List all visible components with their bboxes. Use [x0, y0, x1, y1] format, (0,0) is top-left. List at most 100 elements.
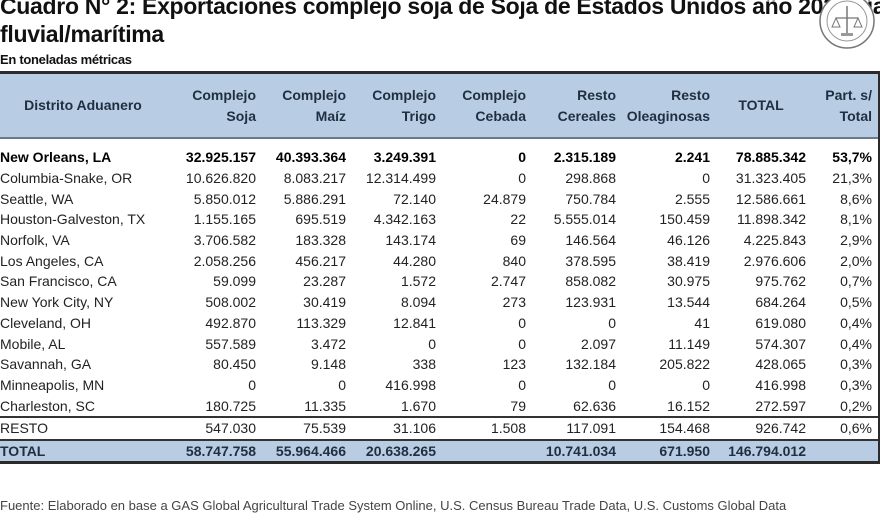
value-cell: 11.335: [304, 397, 346, 414]
column-header-line1: Resto: [577, 86, 616, 103]
value-cell: 0,3%: [840, 376, 872, 393]
value-cell: 2,0%: [840, 252, 872, 269]
value-cell: 4.342.163: [373, 211, 436, 228]
value-cell: 2.315.189: [553, 149, 616, 166]
table-header-row: Distrito Aduanero Complejo Soja Complejo Maí…: [0, 74, 878, 138]
table-row: Houston-Galveston, TX 1.155.165 695.519 4.3…: [0, 209, 878, 230]
table-row: Savannah, GA 80.450 9.148 338 123 132.184 205.…: [0, 354, 878, 375]
table-row: Mobile, AL 557.589 3.472 0 0 2.097 11.149 574.3…: [0, 333, 878, 354]
district-cell: Norfolk, VA: [0, 232, 70, 249]
value-cell: 378.595: [565, 252, 616, 269]
column-header: Resto Cereales: [532, 74, 622, 138]
value-cell: 16.152: [667, 397, 710, 414]
value-cell: 858.082: [565, 273, 616, 290]
value-cell: 143.174: [385, 232, 436, 249]
value-cell: 40.393.364: [275, 149, 346, 166]
value-cell: 12.841: [393, 314, 436, 331]
value-cell: 272.597: [755, 397, 806, 414]
document-title: Cuadro N° 2: Exportaciones complejo soja…: [0, 0, 880, 19]
value-cell: 1.572: [400, 273, 436, 290]
value-cell: 456.217: [295, 252, 346, 269]
value-cell: 146.564: [565, 232, 616, 249]
value-cell: 8.094: [400, 294, 436, 311]
district-cell: Seattle, WA: [0, 190, 74, 207]
value-cell: 2.241: [674, 149, 710, 166]
table-row-resto: RESTO 547.030 75.539 31.106 1.508 117.091 154.…: [0, 415, 878, 441]
value-cell: 2.747: [490, 273, 526, 290]
value-cell: 547.030: [172, 415, 262, 441]
value-cell: 416.998: [755, 376, 806, 393]
value-cell: 31.106: [352, 415, 442, 441]
value-cell: 38.419: [667, 252, 710, 269]
column-header-line1: Part. s/: [825, 86, 872, 103]
district-cell: Houston-Galveston, TX: [0, 211, 146, 228]
value-cell: 78.885.342: [735, 149, 806, 166]
district-cell: TOTAL: [0, 439, 172, 465]
value-cell: 8,6%: [840, 190, 872, 207]
value-cell: 695.519: [295, 211, 346, 228]
value-cell: 2.097: [580, 335, 616, 352]
column-header-line2: Total: [839, 107, 872, 124]
value-cell: 205.822: [659, 356, 710, 373]
value-cell: 10.741.034: [532, 439, 622, 465]
district-cell: Savannah, GA: [0, 356, 92, 373]
value-cell: 298.868: [565, 170, 616, 187]
value-cell: 31.323.405: [735, 170, 806, 187]
exports-table: Distrito Aduanero Complejo Soja Complejo Maí…: [0, 74, 878, 465]
value-cell: 0,6%: [812, 415, 878, 441]
value-cell: 24.879: [483, 190, 526, 207]
document-title-line2: fluvial/marítima: [0, 21, 164, 47]
value-cell: 23.287: [303, 273, 346, 290]
value-cell: 44.280: [393, 252, 436, 269]
value-cell: 0,5%: [840, 294, 872, 311]
value-cell: 0,4%: [840, 335, 872, 352]
value-cell: 20.638.265: [352, 439, 442, 465]
table-row: San Francisco, CA 59.099 23.287 1.572 2.747 8…: [0, 271, 878, 292]
value-cell: 79: [510, 397, 526, 414]
district-cell: New York City, NY: [0, 294, 114, 311]
table-row: Cleveland, OH 492.870 113.329 12.841 0 0 41 619…: [0, 313, 878, 334]
column-header-line2: Cereales: [557, 107, 616, 124]
value-cell: 2.555: [674, 190, 710, 207]
value-cell: 1.155.165: [193, 211, 256, 228]
value-cell: 5.886.291: [283, 190, 346, 207]
value-cell: 4.225.843: [743, 232, 806, 249]
column-header-line1: Resto: [671, 86, 710, 103]
value-cell: 3.706.582: [193, 232, 256, 249]
district-cell: Minneapolis, MN: [0, 376, 105, 393]
district-cell: Columbia-Snake, OR: [0, 170, 133, 187]
value-cell: 0: [702, 376, 710, 393]
value-cell: 10.626.820: [185, 170, 256, 187]
column-header-line1: Complejo: [372, 86, 436, 103]
value-cell: 0: [248, 376, 256, 393]
column-header-line2: Soja: [226, 107, 256, 124]
district-cell: Charleston, SC: [0, 397, 95, 414]
value-cell: 46.126: [667, 232, 710, 249]
value-cell: 58.747.758: [172, 439, 262, 465]
value-cell: 2.058.256: [193, 252, 256, 269]
column-header-line2: Maíz: [315, 107, 346, 124]
value-cell: [812, 439, 878, 465]
value-cell: 0: [518, 170, 526, 187]
value-cell: 117.091: [532, 415, 622, 441]
value-cell: 0,3%: [840, 356, 872, 373]
value-cell: 41: [694, 314, 710, 331]
value-cell: 0: [608, 314, 616, 331]
column-header: Complejo Cebada: [442, 74, 532, 138]
value-cell: 557.589: [205, 335, 256, 352]
value-cell: 113.329: [296, 314, 346, 331]
table-row: New York City, NY 508.002 30.419 8.094 273 12…: [0, 292, 878, 313]
value-cell: 3.472: [310, 335, 346, 352]
value-cell: 574.307: [755, 335, 806, 352]
value-cell: 11.898.342: [736, 211, 806, 228]
value-cell: 146.794.012: [716, 439, 812, 465]
value-cell: 30.975: [667, 273, 710, 290]
institution-seal-icon: [819, 0, 875, 49]
value-cell: 840: [502, 252, 526, 269]
value-cell: 0: [702, 170, 710, 187]
value-cell: 338: [412, 356, 436, 373]
value-cell: 0: [518, 376, 526, 393]
column-header-line2: Trigo: [401, 107, 436, 124]
table-row-total: TOTAL 58.747.758 55.964.466 20.638.265 10.74…: [0, 439, 878, 465]
value-cell: 150.459: [659, 211, 710, 228]
